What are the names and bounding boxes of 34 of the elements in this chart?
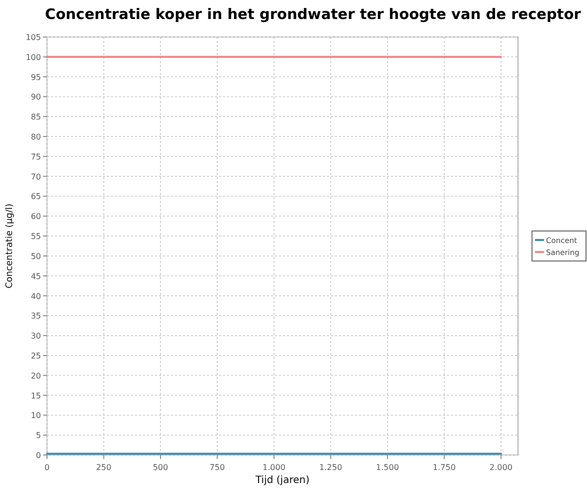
x-tick-label: 2.000 bbox=[490, 463, 512, 472]
x-tick-label: 1.000 bbox=[262, 463, 286, 472]
x-tick-label: 1.500 bbox=[376, 463, 399, 472]
y-tick-label: 100 bbox=[26, 52, 41, 62]
x-axis-title: Tijd (jaren) bbox=[254, 475, 310, 486]
y-tick-label: 45 bbox=[30, 272, 41, 281]
y-tick-label: 35 bbox=[30, 312, 41, 321]
y-tick-label: 60 bbox=[30, 212, 41, 222]
y-tick-label: 70 bbox=[30, 172, 41, 182]
y-tick-label: 85 bbox=[30, 112, 41, 122]
y-tick-label: 55 bbox=[30, 232, 41, 242]
y-tick-label: 30 bbox=[30, 332, 41, 341]
y-tick-label: 65 bbox=[30, 192, 41, 202]
y-tick-label: 25 bbox=[30, 351, 41, 360]
y-tick-label: 20 bbox=[30, 371, 41, 380]
y-tick-label: 10 bbox=[30, 411, 41, 420]
y-tick-label: 0 bbox=[36, 451, 41, 460]
y-tick-label: 50 bbox=[30, 252, 41, 261]
y-tick-label: 75 bbox=[30, 152, 41, 162]
y-tick-label: 95 bbox=[30, 72, 41, 82]
y-tick-label: 105 bbox=[26, 33, 41, 42]
x-tick-label: 750 bbox=[210, 463, 225, 472]
x-tick-label: 0 bbox=[44, 463, 50, 472]
x-tick-label: 1.750 bbox=[432, 463, 456, 472]
y-tick-label: 80 bbox=[30, 132, 41, 142]
y-tick-label: 15 bbox=[30, 391, 41, 400]
x-tick-label: 1.250 bbox=[319, 463, 342, 472]
chart-title: Concentratie koper in het grondwater ter hoogte van de receptor bbox=[45, 7, 582, 23]
x-tick-label: 250 bbox=[96, 463, 112, 472]
y-tick-label: 40 bbox=[30, 292, 41, 301]
x-tick-label: 500 bbox=[152, 463, 168, 472]
y-tick-label: 5 bbox=[36, 431, 41, 440]
y-tick-label: 90 bbox=[30, 92, 41, 102]
y-axis-title: Concentratie (µg/l) bbox=[5, 204, 15, 288]
